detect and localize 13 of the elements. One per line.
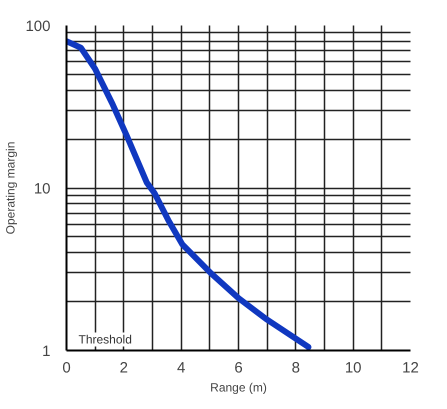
x-tick-label: 0 (62, 360, 71, 376)
x-tick-label: 2 (120, 360, 128, 376)
x-axis-title: Range (m) (210, 380, 267, 394)
y-axis-title: Operating margin (3, 142, 18, 234)
x-tick-label: 8 (292, 360, 300, 376)
y-tick-label: 1 (42, 343, 50, 360)
x-tick-label: 12 (402, 360, 419, 376)
y-tick-label: 10 (34, 180, 51, 198)
annotation: Threshold (78, 332, 132, 346)
x-tick-label: 4 (176, 360, 186, 376)
x-tick-label: 10 (344, 360, 362, 376)
x-tick-label: 6 (234, 360, 243, 376)
y-tick-label: 100 (25, 18, 51, 35)
